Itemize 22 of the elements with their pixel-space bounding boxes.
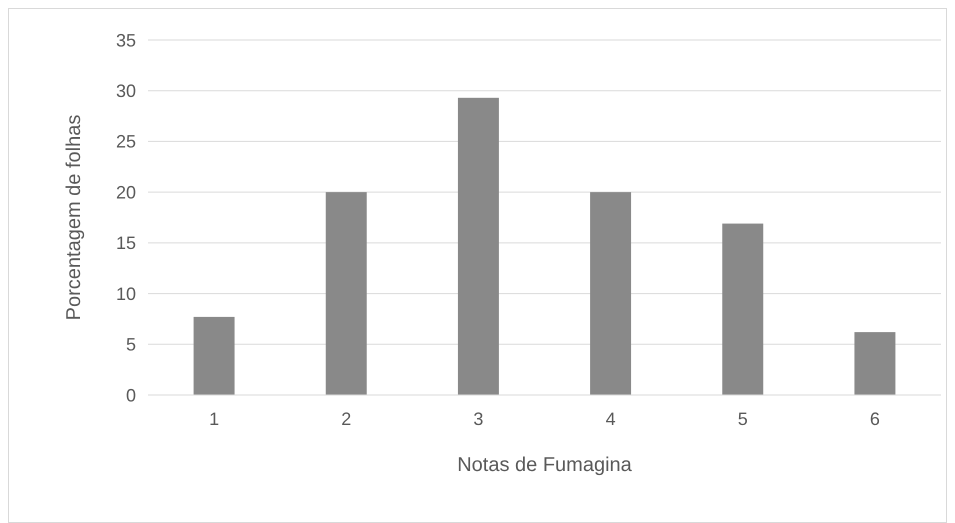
x-tick-label: 2	[341, 409, 352, 429]
y-axis-title: Porcentagem de folhas	[63, 114, 85, 320]
y-tick-label: 35	[116, 30, 136, 50]
y-tick-label: 20	[116, 182, 136, 202]
y-tick-label: 15	[116, 233, 136, 254]
bar	[194, 316, 235, 395]
bar	[722, 224, 764, 395]
y-tick-label: 10	[116, 284, 136, 304]
y-tick-label: 30	[116, 81, 136, 102]
bar	[458, 98, 499, 395]
x-axis-title: Notas de Fumagina	[457, 454, 633, 476]
y-tick-label: 0	[126, 385, 136, 406]
y-tick-label: 25	[116, 132, 136, 152]
bar	[854, 332, 896, 395]
x-tick-label: 3	[473, 409, 484, 429]
y-tick-label: 5	[126, 334, 136, 355]
x-tick-label: 1	[209, 409, 220, 429]
x-tick-label: 6	[870, 409, 880, 429]
x-tick-label: 4	[606, 409, 616, 429]
bar	[590, 192, 632, 395]
x-tick-label: 5	[738, 409, 748, 429]
bar	[326, 192, 367, 395]
